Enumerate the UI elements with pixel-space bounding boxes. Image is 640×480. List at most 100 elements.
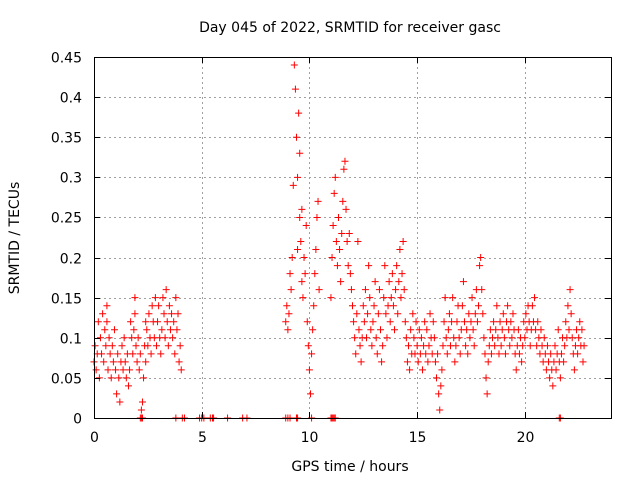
data-point bbox=[365, 262, 373, 270]
data-point bbox=[121, 358, 129, 366]
data-point bbox=[138, 398, 146, 406]
data-point bbox=[308, 350, 316, 358]
data-point bbox=[339, 197, 347, 205]
data-point bbox=[375, 286, 383, 294]
data-point bbox=[387, 294, 395, 302]
data-point bbox=[512, 366, 520, 374]
data-point bbox=[400, 286, 408, 294]
data-point bbox=[429, 318, 437, 326]
data-point bbox=[413, 342, 421, 350]
data-point bbox=[136, 350, 144, 358]
data-point bbox=[456, 350, 464, 358]
data-point bbox=[343, 238, 351, 246]
data-point bbox=[129, 350, 137, 358]
data-point bbox=[301, 270, 309, 278]
data-point bbox=[155, 302, 163, 310]
data-point bbox=[389, 302, 397, 310]
data-point bbox=[498, 326, 506, 334]
data-point bbox=[291, 85, 299, 93]
data-point bbox=[290, 61, 298, 69]
data-point bbox=[333, 262, 341, 270]
data-point bbox=[401, 318, 409, 326]
data-point bbox=[112, 366, 120, 374]
data-point bbox=[439, 342, 447, 350]
data-point bbox=[119, 366, 127, 374]
data-point bbox=[551, 342, 559, 350]
data-point bbox=[340, 165, 348, 173]
data-point bbox=[353, 310, 361, 318]
data-point bbox=[292, 133, 300, 141]
y-axis-ticks: 0 0.05 0.1 0.15 0.2 0.25 0.3 0.35 0.4 0.45 bbox=[51, 51, 611, 428]
data-point bbox=[480, 334, 488, 342]
data-point bbox=[449, 294, 457, 302]
y-tick-label: 0.35 bbox=[51, 131, 82, 147]
data-point bbox=[395, 278, 403, 286]
data-point bbox=[134, 334, 142, 342]
data-point bbox=[282, 318, 290, 326]
data-point bbox=[519, 342, 527, 350]
data-point bbox=[528, 302, 536, 310]
data-point bbox=[144, 342, 152, 350]
data-point bbox=[492, 326, 500, 334]
data-point bbox=[346, 270, 354, 278]
data-point bbox=[135, 366, 143, 374]
data-point bbox=[298, 205, 306, 213]
plot-frame bbox=[94, 57, 612, 419]
data-point bbox=[351, 334, 359, 342]
data-point bbox=[140, 374, 148, 382]
data-point bbox=[570, 366, 578, 374]
data-point bbox=[430, 334, 438, 342]
data-point bbox=[345, 229, 353, 237]
data-point bbox=[543, 342, 551, 350]
data-point bbox=[359, 302, 367, 310]
data-point bbox=[382, 310, 390, 318]
y-tick-label: 0.45 bbox=[51, 51, 82, 67]
data-point bbox=[296, 213, 304, 221]
data-point bbox=[509, 310, 517, 318]
data-point bbox=[477, 254, 485, 262]
data-point bbox=[284, 326, 292, 334]
data-point bbox=[115, 374, 123, 382]
data-point bbox=[160, 310, 168, 318]
y-tick-label: 0.4 bbox=[60, 91, 82, 107]
data-point bbox=[297, 238, 305, 246]
data-point bbox=[417, 334, 425, 342]
data-point bbox=[565, 326, 573, 334]
data-point bbox=[165, 302, 173, 310]
data-point bbox=[506, 342, 514, 350]
data-point bbox=[388, 270, 396, 278]
data-point bbox=[163, 318, 171, 326]
data-point bbox=[151, 294, 159, 302]
data-point bbox=[396, 246, 404, 254]
data-point bbox=[175, 358, 183, 366]
data-point bbox=[419, 366, 427, 374]
data-point bbox=[369, 318, 377, 326]
data-point bbox=[349, 302, 356, 310]
data-point bbox=[495, 350, 503, 358]
data-point bbox=[102, 342, 110, 350]
x-axis-label: GPS time / hours bbox=[291, 459, 408, 475]
data-point bbox=[491, 342, 499, 350]
data-point bbox=[364, 310, 372, 318]
data-point bbox=[547, 350, 555, 358]
data-point bbox=[381, 262, 389, 270]
data-point bbox=[567, 310, 575, 318]
data-point bbox=[99, 310, 107, 318]
data-point bbox=[96, 334, 104, 342]
y-axis-label: SRMTID / TECUs bbox=[7, 182, 23, 295]
data-point bbox=[142, 358, 150, 366]
data-point bbox=[116, 398, 124, 406]
data-point bbox=[501, 350, 509, 358]
data-point bbox=[383, 334, 391, 342]
data-point bbox=[314, 197, 322, 205]
data-point bbox=[126, 366, 134, 374]
data-point bbox=[453, 318, 461, 326]
data-point bbox=[363, 334, 371, 342]
data-point bbox=[147, 350, 155, 358]
data-point bbox=[394, 310, 402, 318]
data-point bbox=[368, 342, 376, 350]
data-point bbox=[372, 334, 380, 342]
data-point bbox=[118, 342, 126, 350]
data-point bbox=[174, 310, 182, 318]
data-point bbox=[522, 310, 530, 318]
